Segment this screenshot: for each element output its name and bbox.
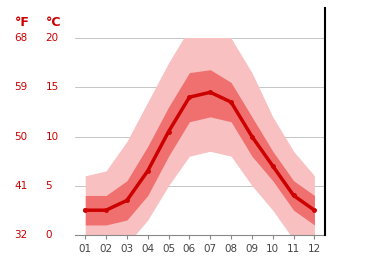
Text: 68: 68	[15, 33, 28, 43]
Text: 5: 5	[46, 181, 52, 191]
Text: °F: °F	[15, 16, 30, 29]
Text: 50: 50	[15, 132, 28, 141]
Text: 41: 41	[15, 181, 28, 191]
Text: 32: 32	[15, 230, 28, 240]
Text: 0: 0	[46, 230, 52, 240]
Text: 59: 59	[15, 82, 28, 92]
Text: 20: 20	[46, 33, 59, 43]
Text: °C: °C	[46, 16, 61, 29]
Text: 10: 10	[46, 132, 59, 141]
Text: 15: 15	[46, 82, 59, 92]
